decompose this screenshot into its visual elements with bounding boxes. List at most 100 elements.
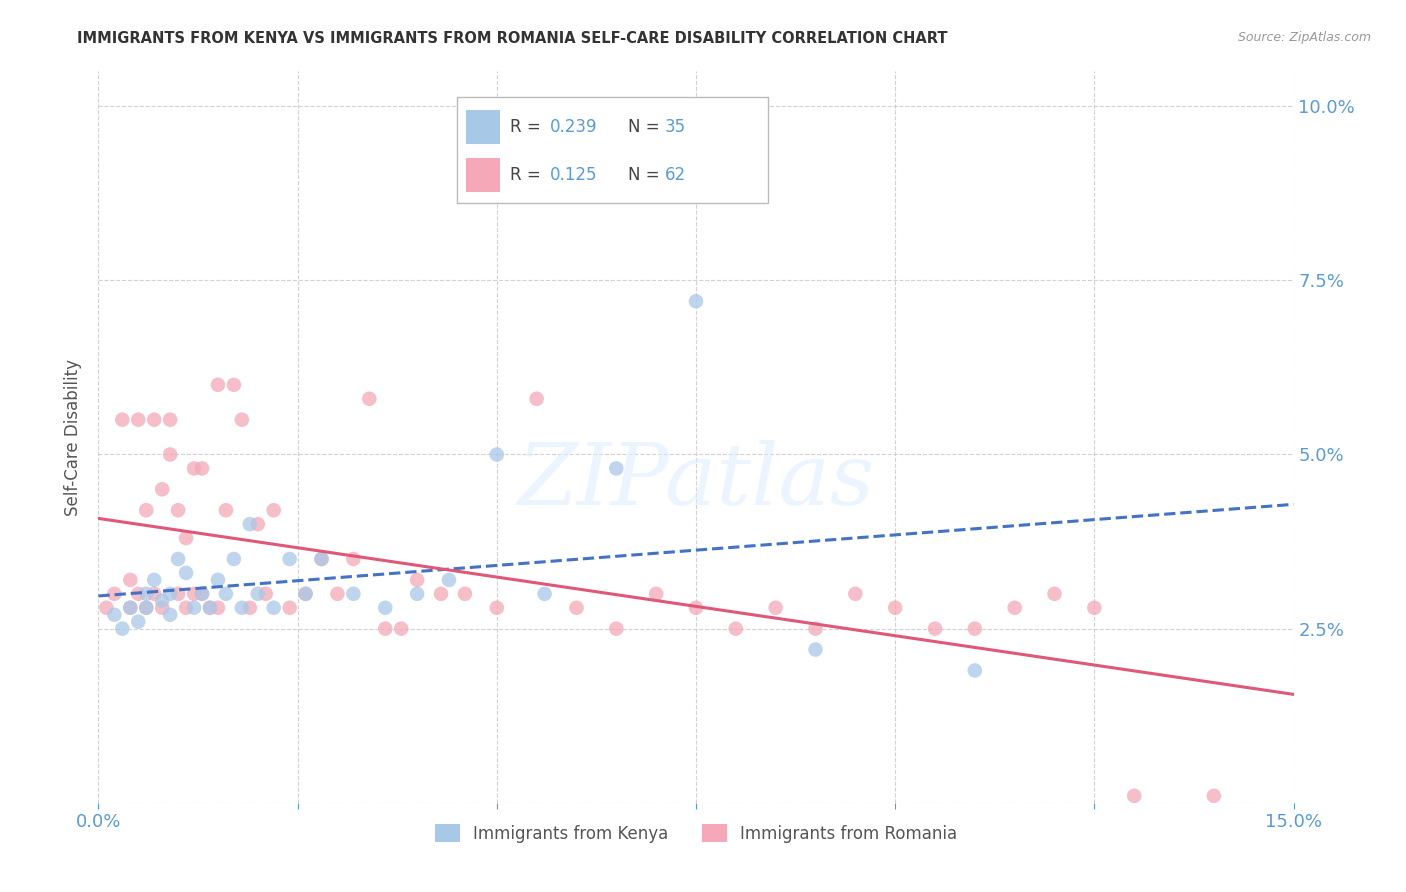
Point (485, 600, 508, 615)
Point (804, 622, 827, 636)
Point (239, 600, 262, 615)
Point (183, 600, 205, 615)
Point (374, 622, 396, 636)
Point (183, 461, 205, 475)
Point (406, 573, 429, 587)
Point (1083, 600, 1105, 615)
Point (183, 587, 205, 601)
Point (246, 517, 269, 532)
Point (143, 573, 166, 587)
Point (167, 503, 190, 517)
Point (963, 664, 986, 678)
Point (120, 600, 142, 615)
Point (174, 600, 197, 615)
Point (231, 600, 253, 615)
Point (605, 622, 627, 636)
Point (294, 587, 316, 601)
Point (143, 412, 166, 426)
Point (278, 552, 301, 566)
Point (1004, 600, 1026, 615)
Point (127, 412, 149, 426)
Point (1043, 587, 1066, 601)
Point (215, 503, 238, 517)
Point (150, 483, 173, 497)
Point (359, 392, 381, 406)
Point (198, 600, 221, 615)
Text: ZIPatlas: ZIPatlas (517, 440, 875, 523)
Point (111, 412, 134, 426)
Point (135, 600, 157, 615)
Point (437, 573, 460, 587)
Point (326, 587, 349, 601)
Point (374, 600, 396, 615)
Point (127, 615, 149, 629)
Y-axis label: Self-Care Disability: Self-Care Disability (65, 359, 83, 516)
Point (159, 587, 181, 601)
Point (605, 461, 627, 475)
Point (103, 587, 125, 601)
Point (135, 503, 157, 517)
Point (198, 600, 221, 615)
Point (159, 448, 181, 462)
Point (207, 377, 229, 392)
Legend: Immigrants from Kenya, Immigrants from Romania: Immigrants from Kenya, Immigrants from R… (427, 818, 965, 849)
Point (207, 600, 229, 615)
Point (406, 587, 429, 601)
Point (143, 587, 166, 601)
Point (159, 607, 181, 622)
Point (342, 552, 364, 566)
Point (246, 587, 269, 601)
Point (167, 552, 190, 566)
Point (174, 531, 197, 545)
Point (1202, 789, 1225, 803)
Point (485, 448, 508, 462)
Point (120, 573, 142, 587)
Point (724, 622, 747, 636)
Text: Source: ZipAtlas.com: Source: ZipAtlas.com (1237, 31, 1371, 45)
Point (526, 392, 548, 406)
Point (1123, 789, 1146, 803)
Point (454, 587, 477, 601)
Point (804, 642, 827, 657)
Point (222, 377, 245, 392)
Point (765, 600, 787, 615)
Point (191, 587, 214, 601)
Point (263, 503, 285, 517)
Point (174, 566, 197, 580)
Point (685, 294, 707, 309)
Point (311, 552, 333, 566)
Point (884, 600, 907, 615)
Point (389, 622, 412, 636)
Point (215, 587, 238, 601)
Point (159, 412, 181, 426)
Point (103, 607, 125, 622)
Point (645, 587, 668, 601)
Point (533, 587, 555, 601)
Point (924, 622, 946, 636)
Text: IMMIGRANTS FROM KENYA VS IMMIGRANTS FROM ROMANIA SELF-CARE DISABILITY CORRELATIO: IMMIGRANTS FROM KENYA VS IMMIGRANTS FROM… (77, 31, 948, 46)
Point (222, 552, 245, 566)
Point (844, 587, 866, 601)
Point (127, 587, 149, 601)
Point (191, 461, 214, 475)
Point (278, 600, 301, 615)
Point (239, 517, 262, 532)
Point (120, 600, 142, 615)
Point (311, 552, 333, 566)
Point (565, 600, 588, 615)
Point (150, 594, 173, 608)
Point (135, 600, 157, 615)
Point (430, 587, 453, 601)
Point (191, 587, 214, 601)
Point (231, 412, 253, 426)
Point (342, 587, 364, 601)
Point (254, 587, 277, 601)
Point (150, 600, 173, 615)
Point (96, 600, 118, 615)
Point (207, 573, 229, 587)
Point (111, 622, 134, 636)
Point (135, 587, 157, 601)
Point (263, 600, 285, 615)
Point (294, 587, 316, 601)
Point (963, 622, 986, 636)
